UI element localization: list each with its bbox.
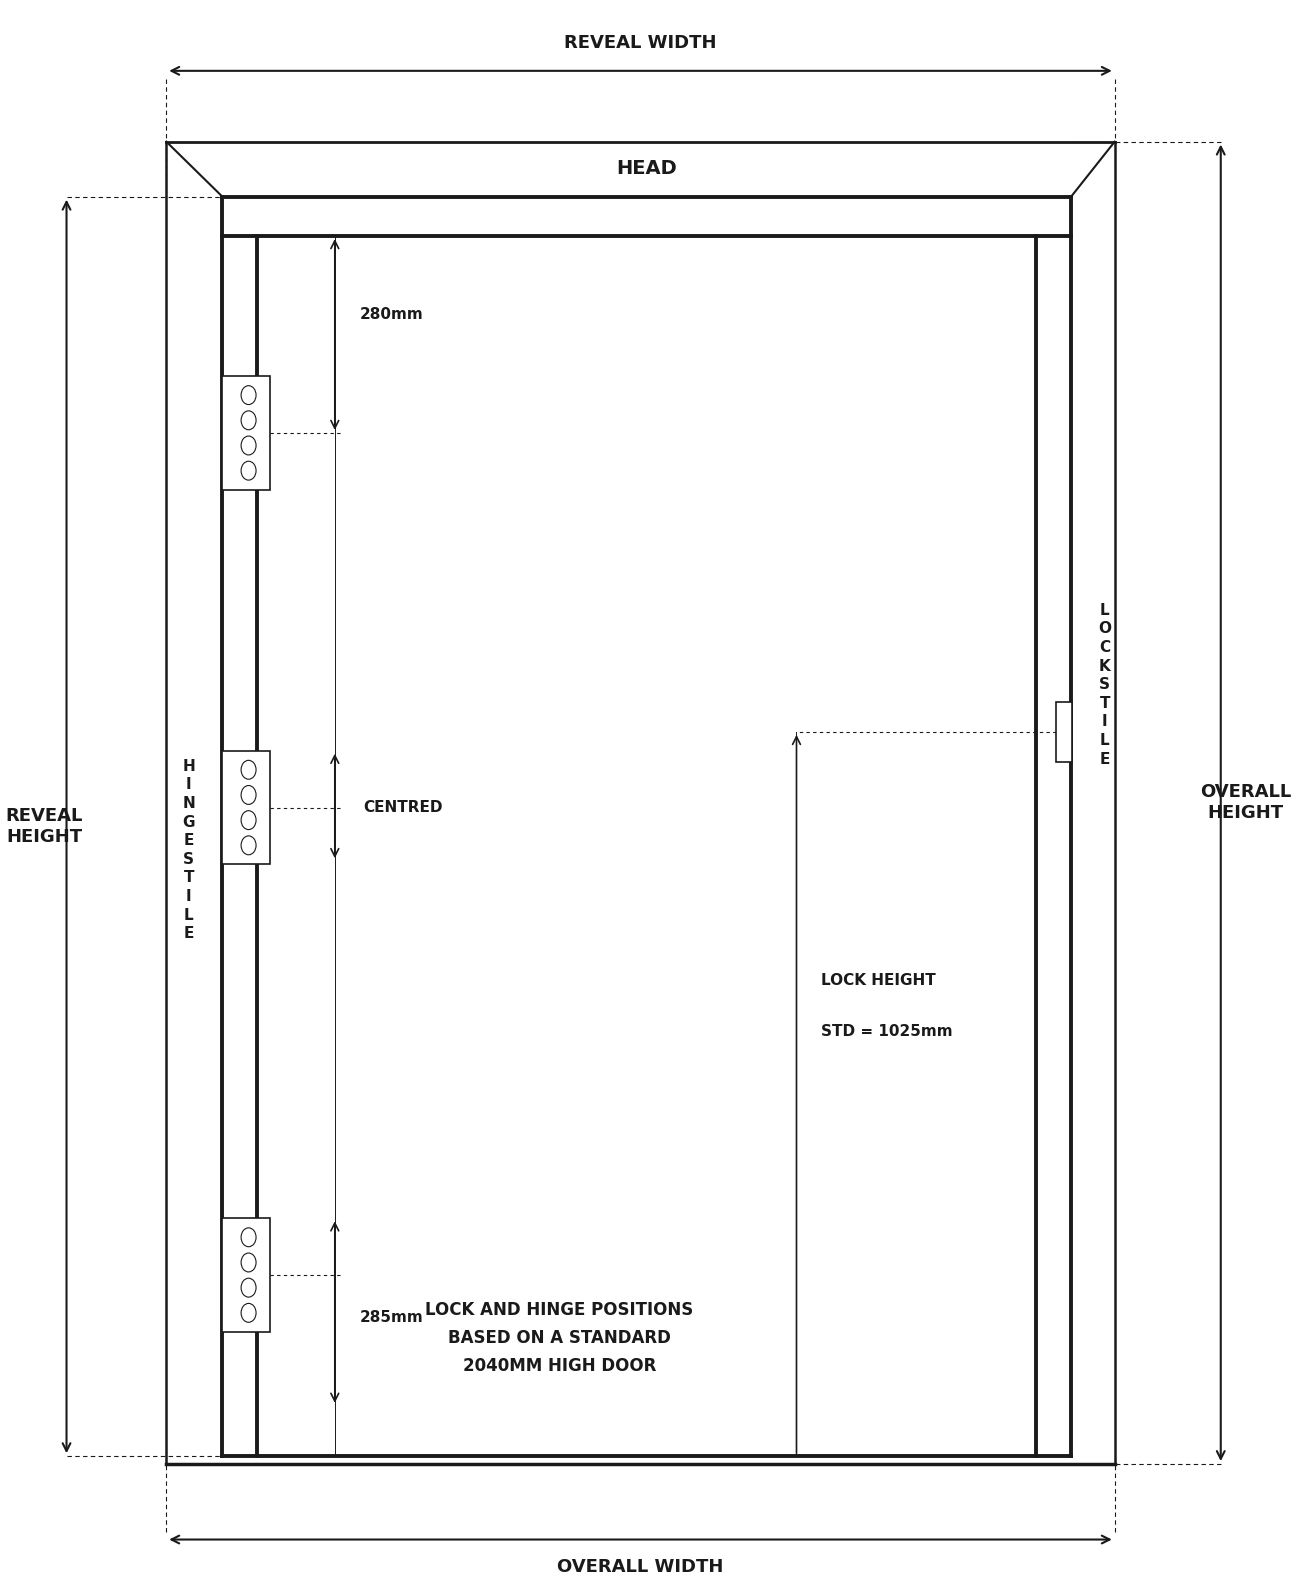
Circle shape (241, 836, 256, 855)
Circle shape (241, 785, 256, 804)
Bar (1055, 702, 1072, 762)
Circle shape (241, 811, 256, 830)
Text: CENTRED: CENTRED (364, 799, 443, 815)
Text: L
O
C
K
S
T
I
L
E: L O C K S T I L E (1098, 604, 1111, 766)
Circle shape (241, 760, 256, 779)
Circle shape (241, 1228, 256, 1247)
Circle shape (241, 461, 256, 480)
Text: HEAD: HEAD (616, 160, 677, 179)
Circle shape (241, 1304, 256, 1322)
Circle shape (241, 436, 256, 455)
Text: STD = 1025mm: STD = 1025mm (821, 1024, 953, 1038)
Text: REVEAL
HEIGHT: REVEAL HEIGHT (5, 807, 83, 845)
Text: 280mm: 280mm (360, 308, 423, 322)
Text: 285mm: 285mm (360, 1310, 423, 1326)
Text: LOCK HEIGHT: LOCK HEIGHT (821, 973, 936, 988)
Bar (223, 376, 269, 490)
Text: OVERALL
HEIGHT: OVERALL HEIGHT (1200, 784, 1291, 822)
Bar (223, 750, 269, 864)
Circle shape (241, 386, 256, 404)
Text: H
I
N
G
E
S
T
I
L
E: H I N G E S T I L E (183, 758, 196, 942)
Circle shape (241, 1278, 256, 1297)
Text: LOCK AND HINGE POSITIONS
BASED ON A STANDARD
2040MM HIGH DOOR: LOCK AND HINGE POSITIONS BASED ON A STAN… (425, 1302, 694, 1375)
Circle shape (241, 1253, 256, 1272)
Circle shape (241, 411, 256, 430)
Bar (223, 1218, 269, 1332)
Text: OVERALL WIDTH: OVERALL WIDTH (557, 1558, 724, 1577)
Text: REVEAL WIDTH: REVEAL WIDTH (565, 33, 716, 52)
